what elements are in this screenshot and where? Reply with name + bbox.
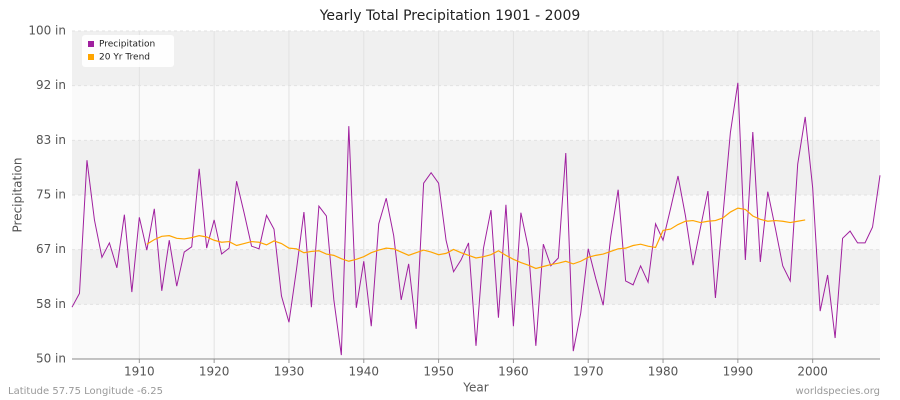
- x-tick-label: 1970: [573, 365, 604, 379]
- y-tick-label: 75 in: [36, 188, 66, 202]
- y-tick-label: 58 in: [36, 297, 66, 311]
- x-tick-label: 1990: [723, 365, 754, 379]
- source-note: worldspecies.org: [796, 386, 880, 397]
- grid-band: [72, 140, 880, 195]
- legend-swatch: [88, 54, 94, 60]
- x-tick-label: 1950: [423, 365, 454, 379]
- x-tick-label: 1930: [274, 365, 305, 379]
- x-tick-label: 1920: [199, 365, 230, 379]
- y-tick-label: 67 in: [36, 242, 66, 256]
- series-line: [71, 82, 881, 356]
- x-tick-label: 1940: [349, 365, 380, 379]
- chart-title: Yearly Total Precipitation 1901 - 2009: [319, 8, 581, 24]
- series-line: [146, 207, 806, 270]
- location-note: Latitude 57.75 Longitude -6.25: [8, 386, 163, 397]
- x-tick-label: 1960: [498, 365, 529, 379]
- legend-swatch: [88, 41, 94, 47]
- y-tick-label: 100 in: [28, 24, 66, 38]
- grid-band: [72, 31, 880, 86]
- x-tick-label: 1980: [648, 365, 679, 379]
- x-axis-title: Year: [462, 381, 488, 395]
- y-tick-label: 50 in: [36, 352, 66, 366]
- x-tick-label: 2000: [797, 365, 828, 379]
- x-tick-label: 1910: [124, 365, 155, 379]
- y-tick-label: 83 in: [36, 133, 66, 147]
- y-tick-label: 92 in: [36, 78, 66, 92]
- legend-label: 20 Yr Trend: [99, 53, 150, 63]
- legend-box: [82, 35, 174, 67]
- legend-label: Precipitation: [99, 40, 155, 50]
- y-axis-title: Precipitation: [11, 157, 25, 232]
